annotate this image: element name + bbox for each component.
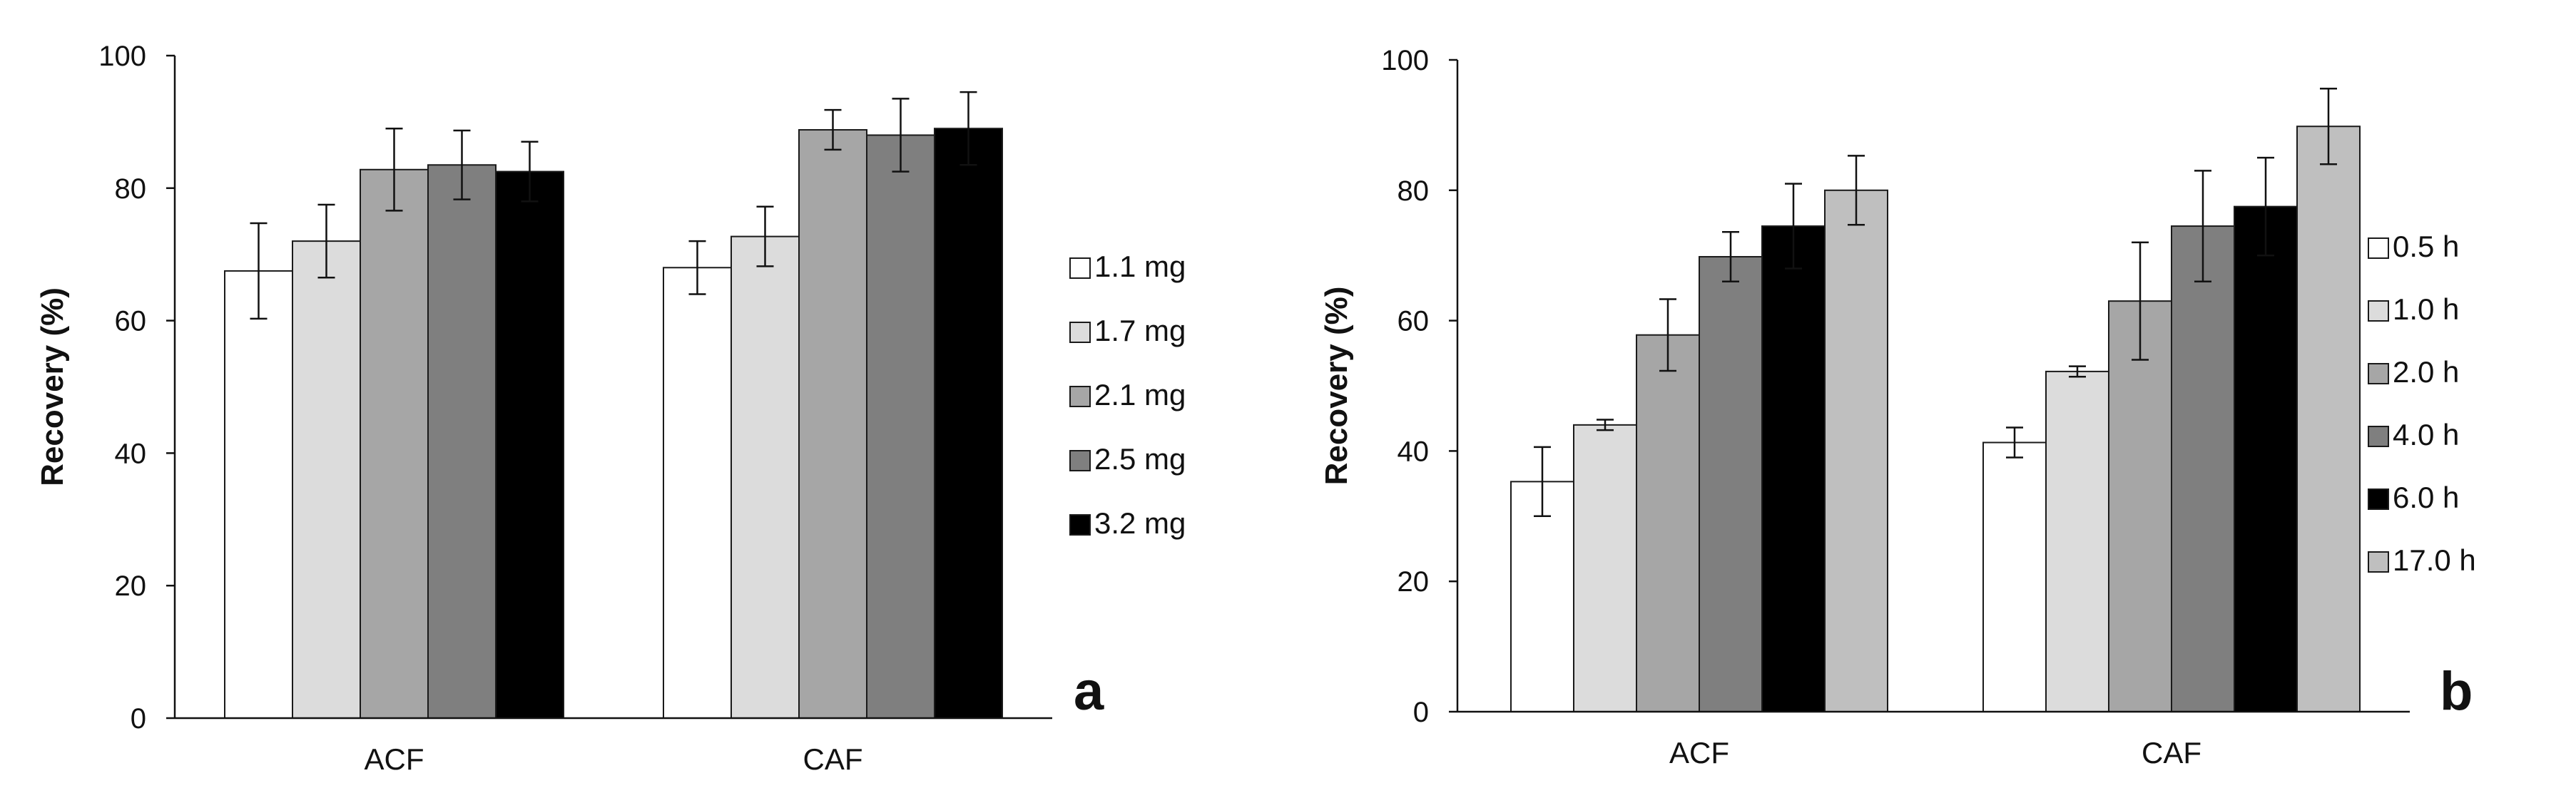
panel-b-panel-letter: b — [2440, 661, 2473, 722]
panel-a-bar-caf-0 — [663, 267, 732, 719]
panel-a-legend-label-2: 2.1 mg — [1094, 378, 1186, 411]
panel-a-category-label-acf: ACF — [365, 742, 424, 776]
panel-b-category-label-caf: CAF — [2142, 736, 2201, 769]
panel-b-legend-swatch-0 — [2368, 237, 2389, 259]
panel-a-y-tick-label: 20 — [115, 571, 147, 602]
panel-a-bar-caf-1 — [730, 235, 800, 719]
panel-a-bar-acf-1 — [292, 240, 361, 719]
panel-a-y-axis-title: Recovery (%) — [35, 287, 70, 486]
panel-b-bar-caf-1 — [2045, 370, 2109, 713]
panel-b-y-tick-label: 0 — [1413, 697, 1429, 728]
panel-a-y-tick-label: 40 — [115, 438, 147, 469]
panel-b-y-tick-label: 80 — [1398, 175, 1430, 207]
panel-a-chart: 0 20 40 60 80 100 ACF CAF Recovery (%) 1.1 mg 1.7 … — [35, 41, 1186, 776]
panel-b-legend-label-2: 2.0 h — [2393, 355, 2459, 389]
panel-b-bar-acf-5 — [1824, 189, 1888, 712]
panel-a-bar-acf-0 — [224, 270, 293, 719]
panel-a-bar-acf-2 — [360, 168, 429, 719]
panel-a-bar-acf-3 — [427, 164, 497, 720]
panel-a-legend-label-3: 2.5 mg — [1094, 442, 1186, 476]
panel-a-errorbar-acf-1 — [317, 203, 335, 279]
panel-b-y-tick-label: 100 — [1381, 45, 1429, 76]
panel-b-errorbar-acf-5 — [1848, 155, 1865, 226]
panel-b-chart: 0 20 40 60 80 100 ACF CAF Recovery (%) 0.5 h 1.0 h… — [1319, 45, 2476, 769]
panel-a-y-tick-label: 0 — [131, 703, 146, 735]
panel-b-bar-caf-4 — [2234, 205, 2298, 712]
panel-b-legend-swatch-2 — [2368, 363, 2389, 384]
panel-a-y-tick-label: 80 — [115, 173, 147, 205]
panel-a-category-label-caf: CAF — [803, 742, 863, 776]
panel-b-errorbar-acf-4 — [1785, 183, 1802, 270]
panel-b-bar-caf-2 — [2108, 300, 2172, 712]
panel-b-y-tick-label: 20 — [1398, 566, 1430, 598]
panel-a-legend-swatch-3 — [1069, 450, 1091, 471]
panel-b-bar-caf-3 — [2171, 225, 2235, 712]
panel-b-bar-acf-2 — [1636, 334, 1700, 712]
panel-a-y-tick-label: 100 — [98, 41, 146, 72]
panel-a-bar-caf-2 — [798, 129, 867, 720]
panel-b-errorbar-caf-4 — [2257, 156, 2274, 257]
panel-b-bar-acf-3 — [1699, 256, 1763, 712]
panel-b-legend-label-4: 6.0 h — [2393, 481, 2459, 514]
panel-b-bar-caf-5 — [2296, 126, 2361, 712]
panel-a-bar-caf-4 — [934, 128, 1003, 719]
panel-b-bar-acf-4 — [1761, 225, 1826, 712]
panel-a-bar-caf-3 — [866, 134, 935, 720]
panel-b-errorbar-acf-1 — [1597, 419, 1614, 431]
panel-b-legend-swatch-4 — [2368, 488, 2389, 510]
panel-a-legend-label-1: 1.7 mg — [1094, 314, 1186, 347]
panel-b-errorbar-acf-3 — [1722, 231, 1739, 283]
panel-a-errorbar-caf-4 — [959, 91, 977, 166]
panel-b-errorbar-acf-0 — [1534, 446, 1551, 518]
panel-b-legend-label-0: 0.5 h — [2393, 230, 2459, 263]
panel-b-y-axis-title: Recovery (%) — [1319, 287, 1354, 486]
panel-a-errorbar-acf-4 — [521, 140, 539, 203]
panel-a-legend-swatch-1 — [1069, 322, 1091, 343]
panel-b-legend-label-5: 17.0 h — [2393, 543, 2476, 577]
panel-a-errorbar-caf-1 — [756, 205, 774, 267]
panel-b-errorbar-caf-3 — [2194, 170, 2211, 283]
panel-a-legend-swatch-0 — [1069, 257, 1091, 279]
panel-a-errorbar-caf-0 — [688, 240, 706, 295]
panel-b-y-tick-label: 60 — [1398, 306, 1430, 337]
panel-a-legend-swatch-2 — [1069, 386, 1091, 407]
panel-b-errorbar-caf-1 — [2069, 365, 2086, 378]
panel-b-errorbar-caf-2 — [2132, 241, 2149, 361]
panel-b-legend: 0.5 h 1.0 h 2.0 h 4.0 h 6.0 h 17.0 h — [2368, 230, 2476, 577]
panel-b-bar-caf-0 — [1982, 441, 2047, 712]
panel-a-errorbar-caf-2 — [824, 108, 842, 151]
panel-b-bar-acf-1 — [1573, 424, 1637, 713]
panel-a-legend-label-0: 1.1 mg — [1094, 250, 1186, 283]
panel-a-y-tick-label: 60 — [115, 306, 147, 337]
panel-b-legend-label-3: 4.0 h — [2393, 418, 2459, 451]
panel-b-errorbar-acf-2 — [1659, 298, 1676, 372]
panel-b-legend-label-1: 1.0 h — [2393, 292, 2459, 326]
panel-a-errorbar-acf-2 — [385, 127, 403, 212]
panel-b-legend-swatch-1 — [2368, 300, 2389, 322]
panel-a-legend-label-4: 3.2 mg — [1094, 506, 1186, 540]
panel-b-errorbar-caf-5 — [2320, 87, 2337, 165]
panel-b-errorbar-caf-0 — [2006, 426, 2023, 459]
panel-b-category-label-acf: ACF — [1669, 736, 1729, 769]
panel-a-errorbar-acf-0 — [250, 222, 268, 320]
panel-a-errorbar-acf-3 — [453, 129, 471, 200]
panel-a-panel-letter: a — [1074, 661, 1104, 722]
panel-b-y-tick-label: 40 — [1398, 436, 1430, 467]
panel-a-legend: 1.1 mg 1.7 mg 2.1 mg 2.5 mg 3.2 mg — [1069, 250, 1186, 540]
panel-b-bar-acf-0 — [1510, 481, 1574, 712]
panel-b-legend-swatch-3 — [2368, 426, 2389, 447]
panel-a-legend-swatch-4 — [1069, 514, 1091, 536]
panel-a-bar-acf-4 — [495, 170, 564, 719]
panel-a-errorbar-caf-3 — [892, 98, 910, 173]
panel-b-legend-swatch-5 — [2368, 551, 2389, 573]
